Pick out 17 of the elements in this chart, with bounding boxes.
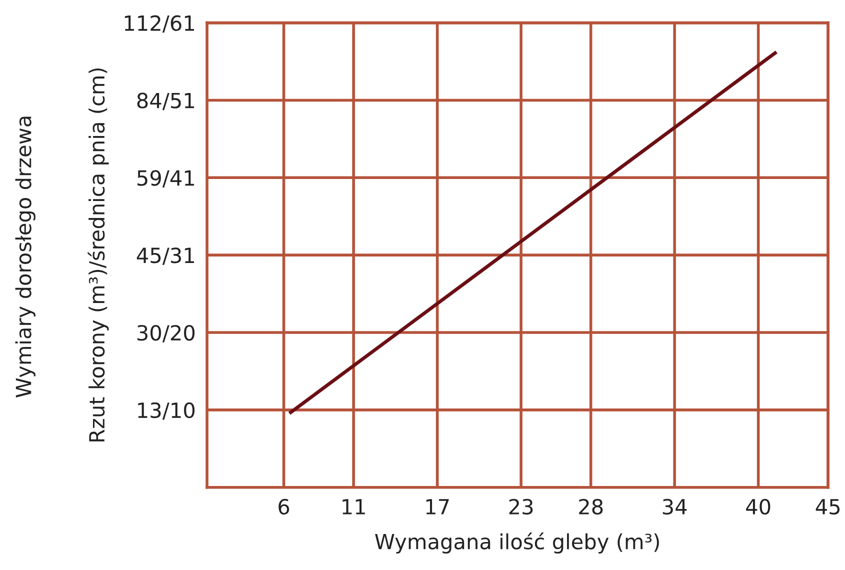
x-tick-label: 45 — [816, 499, 840, 515]
x-tick-label: 34 — [662, 498, 687, 515]
x-tick-label: 28 — [579, 498, 603, 515]
text: 112/61 — [124, 15, 194, 33]
x-axis-title: Wymagana ilość gleby (m³) — [375, 532, 659, 554]
y-axis-title: Rzut korony (m³)/średnica pnia (cm) — [88, 68, 109, 442]
text: 84/51 — [137, 92, 194, 110]
x-tick-label: 23 — [509, 498, 533, 515]
x-tick-label: 40 — [746, 498, 770, 515]
text: Wymiary dorosłego drzewa — [15, 116, 36, 398]
text: 45/31 — [136, 248, 194, 265]
text: 59/41 — [137, 170, 194, 188]
x-tick-label: 6 — [278, 498, 290, 515]
x-tick-label: 17 — [426, 499, 449, 514]
text: 13/10 — [138, 402, 195, 420]
text: 30/20 — [137, 324, 195, 342]
x-tick-label: 11 — [342, 499, 365, 514]
